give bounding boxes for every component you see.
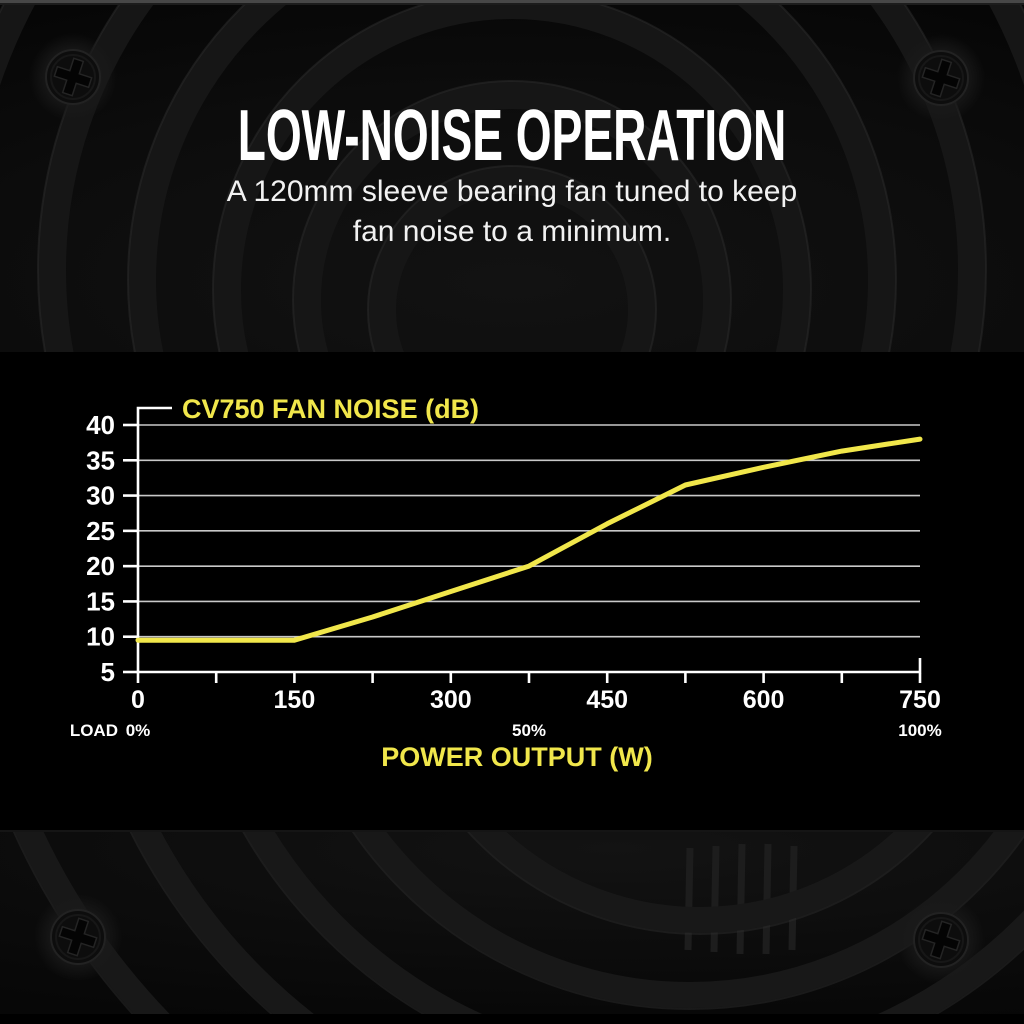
page-subtitle: A 120mm sleeve bearing fan tuned to keep… [0, 172, 1024, 252]
load-axis-label: LOAD [70, 721, 118, 740]
subtitle-line-2: fan noise to a minimum. [352, 215, 672, 248]
load-tick-label: 50% [512, 721, 546, 740]
fan-grille-top-art [0, 0, 1024, 352]
y-tick-label: 5 [101, 657, 115, 687]
grille-ring-highlights [0, 0, 1024, 352]
screw-top-left-icon [28, 32, 118, 122]
x-axis-title: POWER OUTPUT (W) [381, 742, 652, 772]
x-tick-label: 600 [743, 686, 785, 714]
x-tick-label: 300 [430, 686, 472, 714]
page-title: LOW-NOISE OPERATION [237, 96, 787, 176]
screw-bottom-left-icon [33, 892, 123, 982]
load-tick-label: 0% [126, 721, 151, 740]
noise-chart-band: 5 10 15 20 25 30 35 40 0 150 300 450 600 750 LOAD 0% 50%… [0, 352, 1024, 830]
grille-rings [0, 0, 1024, 352]
fan-photo-top: LOW-NOISE OPERATION A 120mm sleeve beari… [0, 0, 1024, 352]
axis-frame [136, 406, 922, 674]
y-tick-label: 40 [86, 410, 115, 440]
y-tick-label: 30 [86, 481, 115, 511]
noise-curve [135, 436, 923, 643]
y-tick-label: 10 [86, 622, 115, 652]
grille-ring-highlights-bottom [11, 830, 1024, 1014]
chart-title: CV750 FAN NOISE (dB) [182, 394, 479, 424]
x-tick-label: 150 [274, 686, 316, 714]
fan-noise-chart: 5 10 15 20 25 30 35 40 0 150 300 450 600 750 LOAD 0% 50%… [70, 394, 942, 772]
y-tick-label: 35 [86, 445, 115, 475]
subtitle-line-1: A 120mm sleeve bearing fan tuned to keep [226, 175, 798, 208]
load-tick-label: 100% [898, 721, 941, 740]
grille-rings-bottom [14, 830, 1024, 1014]
fan-grille-bottom-art [0, 830, 1024, 1014]
x-tick-label: 0 [131, 686, 145, 714]
fan-photo-bottom [0, 830, 1024, 1014]
screw-bottom-right-icon [896, 895, 986, 985]
y-tick-label: 20 [86, 551, 115, 581]
screw-top-right-icon [896, 33, 986, 123]
x-tick-label: 750 [899, 686, 941, 714]
y-tick-label: 25 [86, 516, 115, 546]
x-tick-label: 450 [586, 686, 628, 714]
y-tick-label: 15 [86, 586, 115, 616]
top-edge-highlight [0, 0, 1024, 3]
